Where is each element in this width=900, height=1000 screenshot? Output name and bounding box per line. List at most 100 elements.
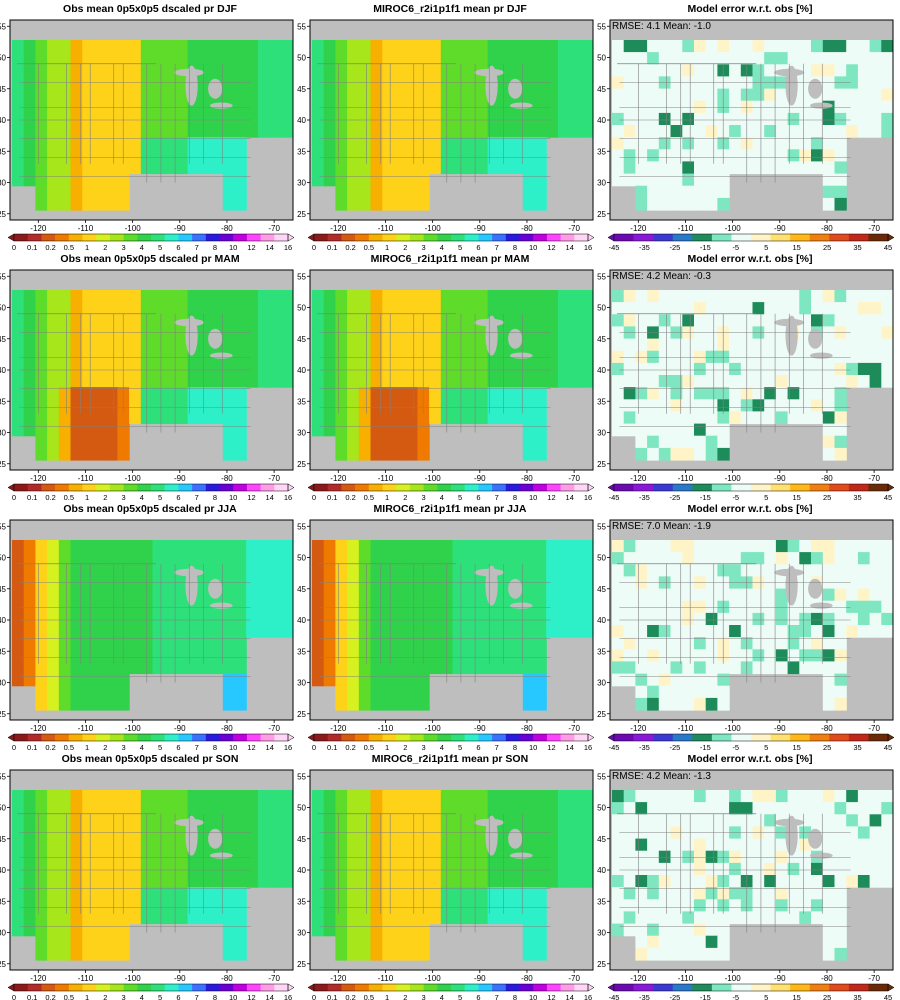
map-cell (822, 314, 836, 327)
map-cell (869, 540, 882, 553)
map-cell (117, 197, 130, 211)
map-cell (569, 814, 582, 827)
map-cell (705, 673, 718, 687)
panel-title: MIROC6_r2i1p1f1 mean pr MAM (370, 253, 530, 265)
map-cell (682, 125, 695, 138)
map-cell (834, 923, 847, 937)
colorbar-label: 0 (12, 493, 16, 502)
map-cell (682, 552, 695, 565)
map-cell (12, 137, 25, 150)
y-tick-label: 55 (0, 522, 7, 531)
y-tick-label: 30 (0, 429, 7, 438)
map-cell (787, 362, 800, 376)
map-cell (394, 935, 407, 949)
x-tick-label: -70 (868, 974, 880, 983)
colorbar-extend-high (887, 733, 895, 742)
map-cell (764, 290, 777, 303)
map-cell (694, 161, 707, 175)
colorbar-segment (246, 734, 261, 741)
map-cell (857, 612, 871, 626)
map-cell (729, 338, 742, 352)
map-cell (764, 814, 777, 827)
map-cell (358, 875, 372, 888)
map-cell (534, 112, 547, 126)
map-cell (58, 447, 72, 461)
map-cell (105, 552, 118, 565)
map-cell (94, 314, 107, 327)
map-cell (12, 826, 25, 840)
map-cell (705, 375, 718, 388)
colorbar-label: 25 (823, 993, 831, 1000)
map-cell (546, 338, 559, 352)
map-cell (129, 149, 142, 162)
x-tick-label: -80 (821, 974, 833, 983)
map-cell (187, 649, 200, 662)
map-cell (152, 125, 165, 138)
map-cell (257, 290, 271, 303)
colorbar-label: 16 (584, 993, 592, 1000)
map-cell (475, 411, 489, 425)
map-cell (682, 790, 695, 803)
map-cell (405, 862, 418, 876)
map-cell (557, 826, 571, 840)
map-cell (569, 125, 582, 138)
map-cell (105, 838, 118, 852)
map-cell (164, 637, 177, 650)
map-cell (23, 588, 36, 602)
map-cell (222, 173, 236, 187)
map-cell (23, 564, 36, 577)
map-cell (382, 588, 395, 602)
map-cell (705, 637, 718, 650)
colorbar-segment (14, 984, 28, 991)
map-cell (70, 64, 83, 77)
map-cell (834, 790, 847, 803)
map-cell (199, 911, 212, 925)
map-cell (635, 612, 648, 626)
colorbar-segment (382, 484, 397, 491)
map-cell (799, 637, 812, 650)
map-cell (394, 100, 407, 114)
colorbar-segment (672, 734, 693, 741)
map-cell (405, 112, 418, 126)
map-cell (152, 149, 165, 162)
map-cell (405, 411, 418, 425)
map-cell (105, 685, 118, 699)
map-cell (623, 588, 636, 602)
map-cell (440, 52, 454, 65)
map-cell (358, 112, 372, 126)
map-cell (522, 588, 536, 602)
map-cell (429, 338, 442, 352)
map-cell (405, 814, 418, 827)
map-cell (635, 362, 648, 376)
map-cell (312, 112, 325, 126)
map-cell (394, 173, 407, 187)
map-cell (475, 399, 489, 412)
map-field (10, 20, 293, 220)
map-cell (522, 375, 536, 388)
map-cell (152, 862, 165, 876)
map-cell (752, 399, 765, 412)
x-tick-label: -80 (221, 724, 233, 733)
map-cell (658, 125, 672, 138)
map-cell (534, 637, 547, 650)
x-tick-label: -120 (30, 724, 47, 733)
great-lake (509, 352, 533, 359)
map-cell (358, 947, 372, 961)
map-cell (764, 588, 777, 602)
map-cell (869, 802, 882, 815)
map-cell (370, 814, 383, 827)
map-cell (869, 125, 882, 138)
map-cell (647, 697, 660, 711)
map-cell (705, 112, 718, 126)
map-cell (546, 600, 559, 614)
map-cell (187, 387, 200, 400)
map-cell (822, 88, 836, 102)
map-cell (211, 875, 224, 888)
map-cell (58, 399, 72, 412)
map-cell (822, 411, 836, 425)
map-cell (222, 802, 236, 815)
y-tick-label: 40 (0, 116, 7, 125)
map-cell (694, 314, 707, 327)
map-cell (323, 40, 336, 53)
